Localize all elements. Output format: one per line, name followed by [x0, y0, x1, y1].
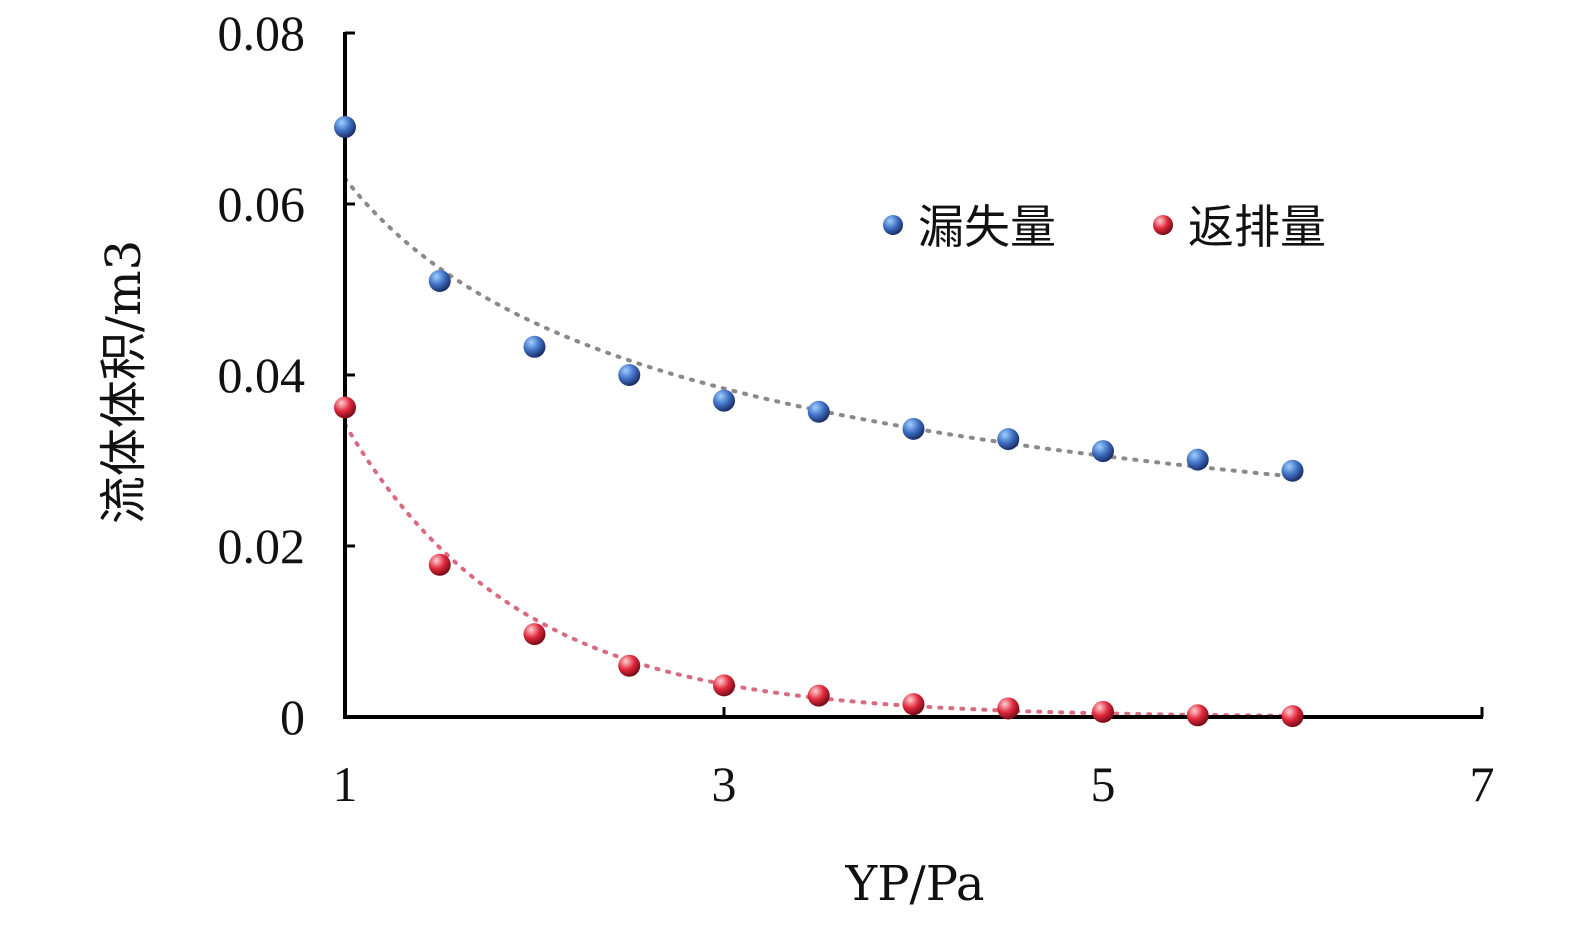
loss-data-point: [523, 335, 546, 358]
loss-data-point: [902, 417, 925, 440]
return-data-point: [523, 623, 546, 646]
x-tick-label: 3: [712, 756, 737, 812]
y-tick-label: 0: [280, 689, 305, 745]
legend-label-loss: 漏失量: [918, 200, 1056, 254]
return-data-point: [334, 396, 356, 419]
x-tick-label: 5: [1091, 756, 1116, 812]
y-tick-label: 0.06: [218, 176, 306, 232]
legend: 漏失量 返排量: [883, 200, 1326, 254]
loss-data-point: [713, 389, 735, 412]
loss-data-point: [618, 364, 641, 386]
loss-data-point: [807, 400, 830, 423]
point-layer: [334, 116, 1304, 728]
return-data-point: [618, 654, 641, 677]
x-tick-label: 1: [333, 756, 358, 812]
y-tick-label: 0.08: [218, 5, 306, 61]
x-axis-title: YP/Pa: [845, 856, 985, 912]
y-axis-title: 流体体积/m3: [96, 240, 152, 524]
return-data-point: [1092, 700, 1114, 723]
legend-item-loss: 漏失量: [883, 200, 1056, 254]
legend-marker-loss: [883, 215, 903, 235]
legend-marker-return: [1153, 215, 1173, 235]
trendline-layer: [343, 176, 1295, 718]
return-data-point: [902, 693, 925, 716]
loss-data-point: [428, 269, 451, 292]
tick-layer: 0 0.02 0.04 0.06 0.08 1 3 5 7: [218, 5, 1495, 812]
loss-data-point: [1186, 448, 1209, 471]
legend-item-return: 返排量: [1153, 200, 1326, 254]
return-data-point: [713, 674, 735, 697]
return-data-point: [1281, 705, 1304, 728]
return-data-point: [428, 553, 451, 576]
y-tick-label: 0.04: [218, 347, 306, 403]
legend-label-return: 返排量: [1188, 200, 1326, 254]
x-tick-label: 7: [1470, 756, 1495, 812]
loss-data-point: [1092, 440, 1114, 463]
loss-data-point: [1281, 459, 1304, 482]
loss-data-point: [997, 428, 1020, 451]
return-data-point: [807, 684, 830, 707]
trendline-1: [343, 422, 1295, 718]
return-data-point: [997, 697, 1020, 720]
trendline-0: [343, 176, 1295, 479]
loss-data-point: [334, 116, 356, 139]
y-tick-label: 0.02: [218, 518, 306, 574]
return-data-point: [1186, 704, 1209, 727]
